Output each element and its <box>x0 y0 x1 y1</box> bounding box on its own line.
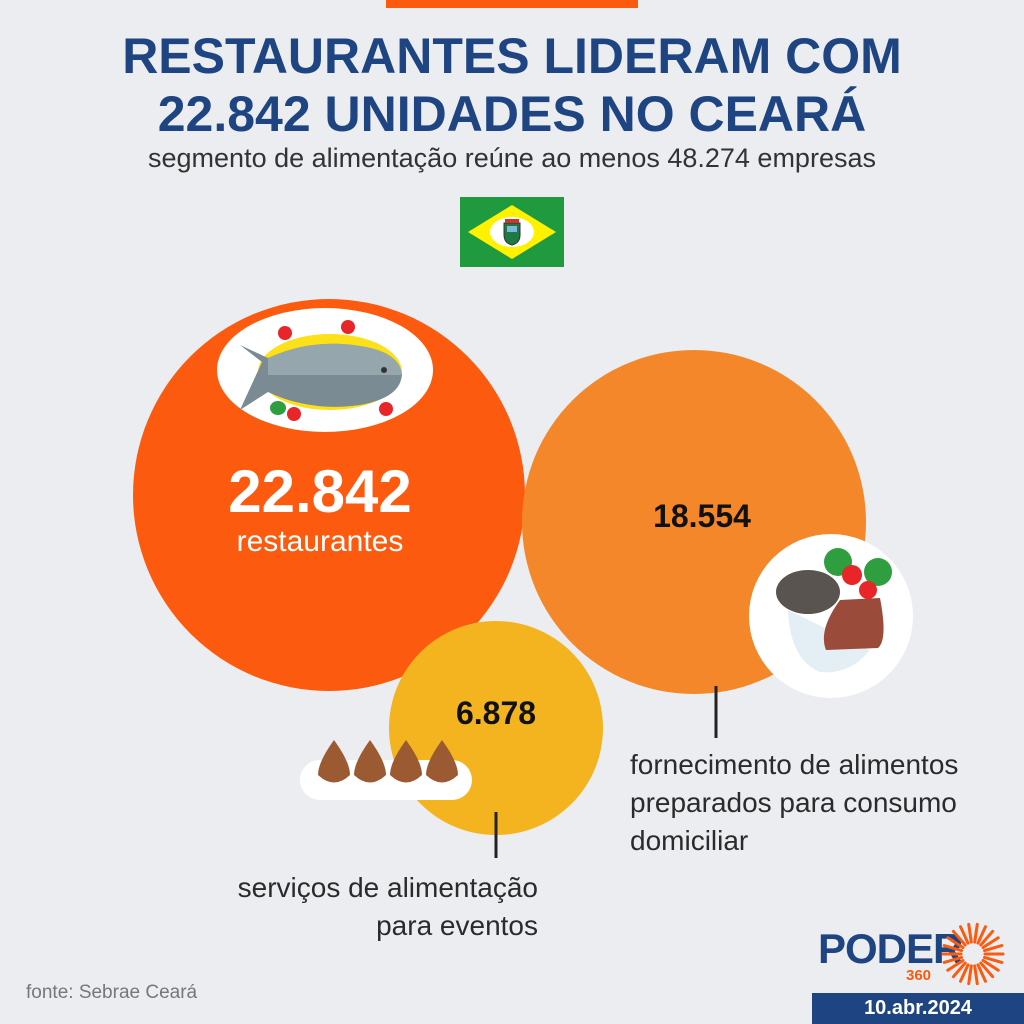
logo-sub: 360 <box>906 967 932 984</box>
logo-ray <box>981 936 1000 950</box>
logo-ray <box>967 922 973 944</box>
logo-ray <box>976 925 987 945</box>
meal-plate-icon <box>749 534 913 698</box>
logo-ray <box>979 929 995 947</box>
label-eventos-line-1: serviços de alimentação <box>237 872 538 903</box>
publish-date: 10.abr.2024 <box>812 993 1024 1024</box>
sunburst-icon <box>941 922 1005 986</box>
logo-ray <box>979 961 995 979</box>
logo-ray <box>973 964 979 986</box>
label-fornecimento-line-3: domiciliar <box>630 825 749 856</box>
logo-ray <box>946 936 965 950</box>
fish-plate-icon <box>217 308 433 432</box>
title-line-2: 22.842 UNIDADES NO CEARÁ <box>157 86 867 142</box>
logo-ray <box>983 944 1004 953</box>
label-fornecimento-line-1: fornecimento de alimentos <box>630 749 959 780</box>
logo-ray <box>946 958 965 972</box>
logo-ray <box>981 958 1000 972</box>
logo-name: PODER <box>818 925 963 972</box>
ceara-flag-icon <box>460 197 564 267</box>
value-label-restaurantes: 22.842 <box>228 458 412 525</box>
chart-title: RESTAURANTES LIDERAM COM 22.842 UNIDADES… <box>0 27 1024 143</box>
logo-ray <box>942 955 963 964</box>
chart-subtitle: segmento de alimentação reúne ao menos 4… <box>148 143 876 173</box>
value-label-fornecimento: 18.554 <box>653 498 751 534</box>
logo-ray <box>959 963 970 983</box>
logo-ray <box>951 961 967 979</box>
logo-ray <box>973 922 979 944</box>
label-fornecimento-line-2: preparados para consumo <box>630 787 957 818</box>
logo-ray <box>951 929 967 947</box>
logo-ray <box>976 963 987 983</box>
logo-ray <box>967 964 973 986</box>
label-fornecimento: fornecimento de alimentos preparados par… <box>630 746 958 860</box>
label-eventos: serviços de alimentação para eventos <box>238 869 538 945</box>
top-accent-bar <box>386 0 638 8</box>
logo-ray <box>942 944 963 953</box>
coxinha-tray-icon <box>300 740 472 800</box>
value-label-eventos: 6.878 <box>456 695 536 731</box>
category-label-restaurantes: restaurantes <box>237 525 404 558</box>
label-eventos-line-2: para eventos <box>376 910 538 941</box>
logo-ray <box>983 955 1004 964</box>
logo-ray <box>959 925 970 945</box>
title-line-1: RESTAURANTES LIDERAM COM <box>122 28 902 84</box>
source-note: fonte: Sebrae Ceará <box>26 982 198 1003</box>
